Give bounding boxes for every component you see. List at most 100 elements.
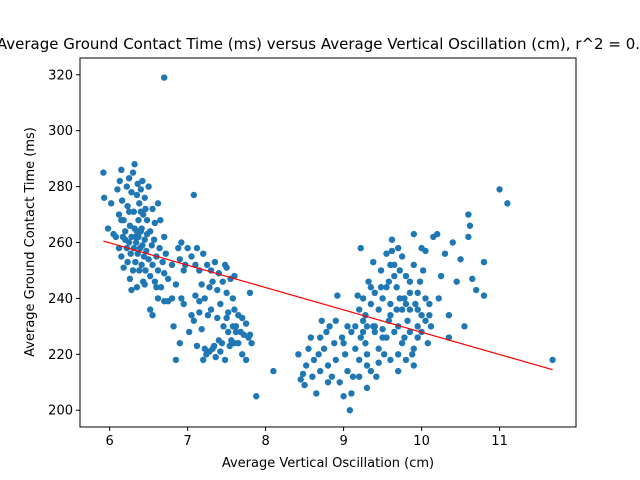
data-point-95: [172, 356, 180, 364]
data-point-317: [394, 244, 402, 252]
data-point-79: [157, 284, 165, 291]
data-point-5: [112, 233, 120, 241]
data-point-272: [363, 351, 371, 358]
data-point-300: [317, 334, 324, 341]
data-point-137: [246, 331, 254, 338]
data-point-139: [253, 393, 260, 400]
data-point-43: [120, 264, 127, 271]
data-point-24: [135, 216, 142, 224]
data-point-93: [168, 295, 176, 302]
data-point-14: [124, 202, 131, 210]
data-point-161: [229, 323, 237, 330]
data-point-142: [200, 356, 207, 364]
data-point-185: [302, 362, 310, 369]
data-point-284: [410, 345, 417, 352]
data-point-112: [198, 281, 205, 288]
data-point-163: [232, 328, 240, 336]
data-point-302: [332, 317, 339, 324]
data-point-57: [134, 250, 141, 257]
data-point-243: [416, 278, 424, 285]
data-point-120: [214, 286, 221, 294]
data-point-166: [242, 356, 250, 364]
data-point-189: [310, 356, 318, 364]
data-point-97: [178, 295, 185, 302]
data-point-123: [219, 278, 226, 285]
data-point-305: [348, 390, 355, 397]
data-point-240: [410, 261, 417, 269]
y-tick-label-240: 240: [48, 292, 73, 307]
data-point-66: [141, 236, 148, 243]
data-point-313: [379, 325, 386, 333]
data-point-1: [100, 194, 108, 201]
data-point-135: [242, 320, 250, 327]
data-point-179: [137, 208, 145, 215]
data-point-129: [231, 306, 238, 313]
data-point-150: [212, 353, 219, 361]
data-point-187: [307, 334, 315, 341]
data-point-113: [200, 250, 207, 257]
data-point-35: [149, 205, 156, 213]
data-point-205: [341, 351, 349, 358]
data-point-309: [363, 384, 371, 392]
y-axis-ticks: 200 220 240 260 280 300 320: [48, 68, 80, 419]
data-point-282: [402, 300, 410, 308]
data-point-184: [301, 381, 308, 389]
data-point-297: [427, 323, 435, 330]
x-axis-ticks: 6 7 8 9 10 11: [105, 427, 508, 449]
data-point-328: [370, 323, 377, 330]
data-point-215: [362, 339, 369, 347]
data-point-235: [401, 334, 408, 341]
data-point-153: [217, 348, 224, 355]
data-point-171: [192, 292, 199, 299]
data-point-228: [387, 300, 394, 308]
data-point-256: [453, 278, 460, 285]
data-point-6: [114, 186, 121, 193]
data-point-213: [357, 244, 364, 252]
data-point-3: [107, 200, 115, 207]
data-point-81: [161, 270, 168, 277]
data-point-326: [385, 278, 393, 285]
data-point-321: [422, 247, 429, 255]
data-point-67: [142, 267, 149, 274]
data-point-322: [414, 323, 421, 330]
data-point-87: [180, 267, 187, 274]
data-point-31: [142, 205, 149, 213]
data-point-80: [159, 258, 166, 266]
data-point-298: [357, 334, 364, 341]
data-point-264: [480, 292, 488, 299]
data-point-16: [126, 222, 134, 229]
data-point-134: [240, 331, 247, 338]
x-tick-label-6: 6: [105, 434, 113, 449]
data-point-307: [355, 373, 363, 380]
data-point-56: [133, 284, 141, 291]
data-point-25: [136, 200, 143, 207]
data-point-263: [472, 286, 480, 294]
data-point-289: [394, 367, 402, 375]
data-point-42: [119, 233, 127, 241]
data-point-223: [377, 267, 385, 274]
data-point-323: [406, 306, 414, 313]
data-point-104: [153, 284, 160, 291]
data-point-13: [123, 183, 130, 190]
data-point-141: [198, 325, 205, 333]
data-point-278: [387, 311, 394, 319]
data-point-231: [393, 284, 400, 291]
data-point-167: [185, 328, 193, 336]
data-point-315: [387, 261, 394, 269]
data-point-147: [207, 306, 215, 313]
y-tick-label-260: 260: [48, 236, 73, 251]
data-point-128: [229, 295, 237, 302]
data-point-203: [338, 334, 346, 341]
data-point-208: [348, 328, 355, 336]
data-point-293: [398, 253, 406, 260]
data-point-33: [145, 183, 152, 190]
data-point-246: [422, 295, 429, 302]
data-point-250: [433, 230, 441, 238]
data-point-188: [309, 373, 316, 380]
data-point-226: [383, 284, 390, 291]
data-point-38: [157, 216, 164, 224]
data-point-260: [466, 222, 474, 229]
y-tick-label-280: 280: [48, 180, 73, 195]
data-point-294: [406, 278, 414, 285]
